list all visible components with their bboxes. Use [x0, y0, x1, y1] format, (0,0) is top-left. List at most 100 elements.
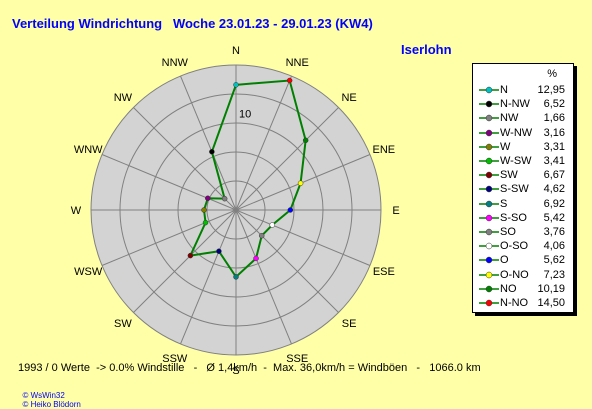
direction-label-ne: NE	[341, 92, 356, 104]
legend-marker	[479, 214, 499, 222]
credit-author: © Heiko Blödorn	[22, 400, 81, 409]
footer-stats: 1993 / 0 Werte -> 0.0% Windstille - Ø 1,…	[18, 362, 481, 374]
rose-spoke	[235, 75, 292, 211]
legend-value: 3,16	[543, 126, 565, 139]
legend-label: W-SW	[500, 155, 532, 167]
series-point-e	[287, 207, 294, 213]
legend-value: 5,42	[543, 211, 565, 224]
direction-label-ssw: SSW	[162, 353, 188, 365]
series-point-sw	[187, 252, 194, 259]
direction-label-wnw: WNW	[74, 144, 103, 156]
legend-value: 1,66	[543, 112, 565, 125]
legend-row: SO 3,76	[473, 225, 573, 239]
legend-marker	[479, 271, 499, 278]
legend-row: SW 6,67	[473, 168, 573, 182]
legend-value: 7,23	[543, 268, 565, 281]
series-point-se	[258, 232, 265, 239]
direction-label-wsw: WSW	[74, 266, 103, 278]
legend-row: W 3,31	[473, 140, 573, 154]
rose-spoke	[101, 154, 237, 211]
legend-value: 12,95	[537, 84, 565, 96]
legend-marker	[479, 115, 499, 122]
rose-spoke	[101, 209, 237, 266]
rose-spoke	[235, 209, 371, 266]
legend-value: 14,50	[537, 297, 565, 309]
series-point-wnw	[205, 195, 211, 202]
credit-wswin: © WsWin32	[22, 391, 65, 400]
legend-label: O	[500, 254, 509, 267]
legend-value: 3,76	[543, 226, 565, 238]
rose-spoke	[133, 209, 237, 313]
legend-marker	[479, 285, 499, 293]
legend-value: 6,67	[543, 169, 565, 182]
series-point-nne	[286, 77, 293, 84]
series-point-ese	[269, 222, 276, 228]
legend-marker	[479, 157, 499, 165]
rose-spoke	[235, 107, 339, 211]
legend-marker	[479, 242, 499, 250]
series-point-s	[233, 274, 239, 280]
chart-title: Verteilung Windrichtung Woche 23.01.23 -…	[12, 16, 373, 31]
legend-row: S-SW 4,62	[473, 182, 573, 196]
legend-row: N-NO 14,50	[473, 296, 573, 310]
legend-value: 4,06	[543, 240, 565, 253]
legend-value: 6,92	[543, 197, 565, 210]
legend-label: W	[500, 140, 511, 153]
legend-value: 3,31	[543, 140, 565, 153]
legend-value: 10,19	[537, 282, 565, 295]
legend-marker	[479, 228, 499, 236]
legend-row: S 6,92	[473, 197, 573, 211]
radial-tick-label: 10	[239, 108, 251, 120]
legend-label: SO	[500, 226, 516, 238]
series-point-ssw	[216, 248, 222, 255]
legend-label: NW	[500, 112, 519, 125]
legend-row: N-NW 6,52	[473, 97, 573, 111]
rose-spoke	[180, 75, 237, 211]
legend-row: N 12,95	[473, 83, 573, 97]
rose-spoke	[133, 107, 237, 211]
direction-label-sse: SSE	[286, 353, 308, 365]
series-point-wsw	[202, 219, 209, 226]
legend-marker	[479, 143, 499, 151]
station-name: Iserlohn	[401, 42, 452, 57]
direction-label-n: N	[232, 45, 240, 57]
direction-label-w: W	[71, 205, 82, 217]
series-point-ene	[297, 180, 304, 187]
series-point-sse	[253, 255, 259, 262]
legend-label: S-SW	[500, 183, 529, 196]
series-point-nnw	[209, 149, 215, 155]
legend-marker	[479, 299, 499, 307]
legend-marker	[479, 186, 499, 193]
direction-label-ene: ENE	[373, 144, 396, 156]
series-point-w	[201, 207, 207, 213]
legend-row: NO 10,19	[473, 282, 573, 296]
legend-marker	[479, 86, 499, 94]
legend-label: N-NO	[500, 297, 529, 309]
legend-row: O 5,62	[473, 253, 573, 267]
legend-row: O-NO 7,23	[473, 268, 573, 282]
direction-label-ese: ESE	[373, 266, 395, 278]
legend-label: N	[500, 84, 508, 96]
legend-row: W-NW 3,16	[473, 126, 573, 140]
legend-marker	[479, 100, 499, 108]
legend-label: O-NO	[500, 268, 529, 281]
legend-label: NO	[500, 282, 517, 295]
series-point-nw	[221, 195, 228, 202]
rose-spoke	[180, 209, 237, 345]
credits: © WsWin32 © Heiko Blödorn	[18, 382, 95, 409]
legend-marker	[479, 200, 499, 207]
legend-label: S	[500, 197, 508, 210]
legend-label: O-SO	[500, 240, 529, 253]
legend-marker	[479, 171, 499, 179]
rose-spoke	[235, 209, 339, 313]
legend-value: 4,62	[543, 183, 565, 196]
direction-label-nnw: NNW	[162, 57, 189, 69]
direction-label-nne: NNE	[286, 57, 309, 69]
legend-value: 5,62	[543, 254, 565, 267]
direction-label-se: SE	[342, 318, 357, 330]
direction-label-s: S	[232, 365, 239, 377]
legend-box: % N 12,95 N-NW 6,52 NW 1,66 W-NW 3,16 W 3,31 W-SW 3…	[472, 63, 574, 313]
rose-spoke	[235, 209, 292, 345]
legend-row: O-SO 4,06	[473, 239, 573, 253]
